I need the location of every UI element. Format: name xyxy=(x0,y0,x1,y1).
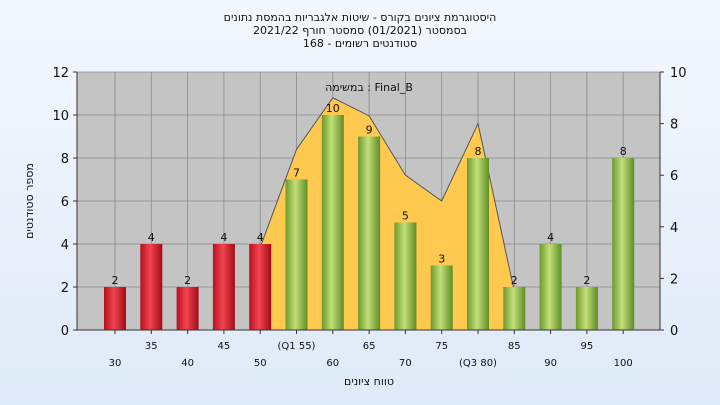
bar-value-label: 7 xyxy=(293,167,300,180)
y-tick-label: 0 xyxy=(61,324,69,339)
x-tick-label-lower: (Q3 80) xyxy=(459,358,497,369)
y2-tick-label: 2 xyxy=(670,272,678,287)
bar-value-label: 5 xyxy=(402,210,409,223)
y2-tick-label: 8 xyxy=(670,118,678,133)
title-line-3: סטודנטים רשומים - 168 xyxy=(303,37,417,50)
x-tick-label-upper: 35 xyxy=(145,341,158,352)
bar xyxy=(358,136,381,330)
bar-value-label: 4 xyxy=(257,231,264,244)
bar xyxy=(212,244,235,330)
bar-value-label: 2 xyxy=(112,274,119,287)
x-tick-label-lower: 100 xyxy=(614,358,633,369)
x-tick-label-upper: 95 xyxy=(581,341,594,352)
bar-value-label: 4 xyxy=(148,231,155,244)
x-tick-label-lower: 90 xyxy=(544,358,557,369)
bar-value-label: 2 xyxy=(511,274,518,287)
x-tick-label-upper: (Q1 55) xyxy=(278,341,316,352)
x-tick-label-upper: 45 xyxy=(218,341,231,352)
y-axis-label: מספר סטודנטים xyxy=(23,163,36,239)
bar-value-label: 4 xyxy=(547,231,554,244)
bar-value-label: 2 xyxy=(583,274,590,287)
y2-tick-label: 0 xyxy=(670,324,678,339)
bar-value-label: 10 xyxy=(326,102,340,115)
bars xyxy=(104,115,635,330)
bar xyxy=(430,265,453,330)
bar xyxy=(503,287,526,330)
bar-value-label: 3 xyxy=(438,253,445,266)
area-outline xyxy=(259,97,515,292)
bar xyxy=(140,244,163,330)
y-tick-label: 6 xyxy=(61,195,69,210)
bar xyxy=(467,158,489,330)
chart-annotation: במשימה : Final_B xyxy=(325,81,413,94)
bar xyxy=(285,179,308,330)
y-tick-label: 2 xyxy=(61,281,69,296)
bar-value-label: 8 xyxy=(620,145,627,158)
bar-value-label: 2 xyxy=(184,274,191,287)
bar-value-labels: 2 4 2 4 4 7 10 9 5 3 8 2 4 2 8 xyxy=(112,102,627,287)
bar-value-label: 8 xyxy=(475,145,482,158)
bar xyxy=(321,115,344,330)
x-tick-label-lower: 30 xyxy=(109,358,122,369)
y2-tick-label: 10 xyxy=(670,66,687,81)
y-tick-label: 8 xyxy=(61,152,69,167)
x-tick-label-lower: 40 xyxy=(181,358,194,369)
bar xyxy=(176,287,199,330)
bar xyxy=(612,158,635,330)
title-line-1: היסטוגרמת ציונים בקורס - שיטות אלגבריות … xyxy=(224,11,497,24)
y2-tick-label: 6 xyxy=(670,169,678,184)
x-tick-label-lower: 50 xyxy=(254,358,267,369)
y-tick-label: 10 xyxy=(52,109,69,124)
y2-tick-label: 4 xyxy=(670,221,678,236)
bar xyxy=(394,222,417,330)
bar xyxy=(539,244,562,330)
y-tick-label: 12 xyxy=(52,66,69,81)
x-tick-label-upper: 75 xyxy=(435,341,448,352)
x-axis-label: טווח ציונים xyxy=(344,375,394,388)
title-line-2: בסמסטר (01/2021) סמסטר חורף 2021/22 xyxy=(253,24,467,37)
bar-value-label: 9 xyxy=(366,124,373,137)
x-tick-label-upper: 85 xyxy=(508,341,521,352)
bar xyxy=(104,287,126,330)
x-tick-label-upper: 65 xyxy=(363,341,376,352)
chart-title: היסטוגרמת ציונים בקורס - שיטות אלגבריות … xyxy=(224,11,497,50)
bar xyxy=(575,287,598,330)
bar-value-label: 4 xyxy=(220,231,227,244)
y-tick-label: 4 xyxy=(61,238,69,253)
x-tick-label-lower: 70 xyxy=(399,358,412,369)
bar xyxy=(249,244,272,330)
x-tick-label-lower: 60 xyxy=(326,358,339,369)
